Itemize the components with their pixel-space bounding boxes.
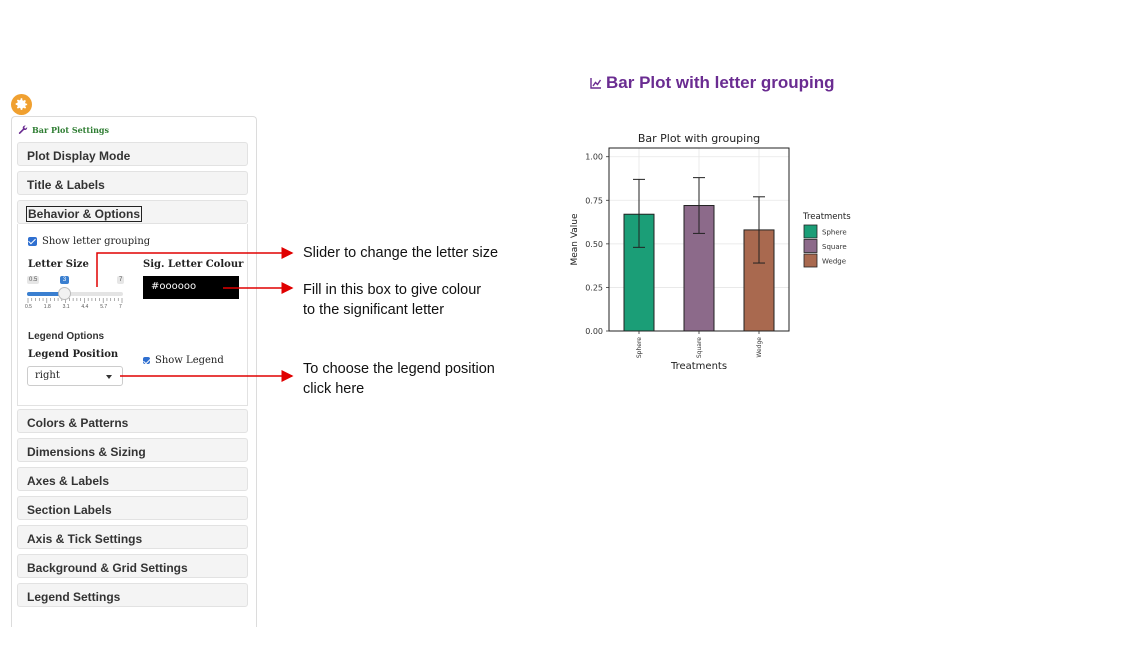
y-tick-label: 1.00 bbox=[585, 153, 603, 162]
legend-entry: Square bbox=[822, 243, 847, 251]
chevron-down-icon bbox=[106, 375, 112, 379]
y-tick-label: 0.00 bbox=[585, 327, 603, 336]
slider-tick-label: 5.7 bbox=[100, 304, 108, 310]
section-background-grid-settings[interactable]: Background & Grid Settings bbox=[17, 554, 248, 578]
sig-letter-colour-input[interactable]: #oooooo bbox=[143, 276, 239, 299]
letter-size-slider[interactable]: 0.5 3 7 0.5 1.8 3.1 4.4 5.7 7 bbox=[25, 276, 127, 316]
legend-entry: Sphere bbox=[822, 229, 847, 237]
checkbox-checked-icon bbox=[143, 357, 150, 364]
slider-value: 3 bbox=[59, 276, 70, 284]
slider-annotation-arrow bbox=[96, 247, 294, 287]
section-section-labels[interactable]: Section Labels bbox=[17, 496, 248, 520]
colour-annotation: Fill in this box to give colour to the s… bbox=[303, 282, 482, 318]
x-axis-label: Treatments bbox=[670, 361, 727, 372]
legend-swatch bbox=[803, 224, 818, 239]
section-behavior-options[interactable]: Behavior & Options bbox=[17, 200, 248, 224]
chart-title: Bar Plot with grouping bbox=[638, 132, 760, 145]
bar-chart: Bar Plot with grouping Sphere Square Wedge 0… bbox=[570, 132, 851, 372]
slider-annotation: Slider to change the letter size bbox=[303, 245, 499, 261]
panel-title: Bar Plot Settings bbox=[32, 125, 110, 135]
plot-frame bbox=[608, 147, 790, 332]
section-axis-tick-settings[interactable]: Axis & Tick Settings bbox=[17, 525, 248, 549]
settings-gear-icon[interactable] bbox=[11, 94, 32, 115]
slider-tick-label: 4.4 bbox=[81, 304, 89, 310]
section-axes-labels[interactable]: Axes & Labels bbox=[17, 467, 248, 491]
slider-tick-label: 0.5 bbox=[25, 304, 32, 310]
show-letter-grouping-checkbox[interactable]: Show letter grouping bbox=[28, 236, 150, 247]
behavior-options-body bbox=[17, 224, 248, 406]
section-legend-settings[interactable]: Legend Settings bbox=[17, 583, 248, 607]
panel-header: Bar Plot Settings bbox=[18, 125, 109, 135]
section-title-labels[interactable]: Title & Labels bbox=[17, 171, 248, 195]
section-colors-patterns[interactable]: Colors & Patterns bbox=[17, 409, 248, 433]
gear-icon bbox=[15, 98, 28, 110]
slider-tick-label: 1.8 bbox=[43, 304, 51, 310]
legend-annotation: To choose the legend position click here bbox=[303, 361, 495, 397]
slider-max: 7 bbox=[117, 276, 125, 284]
wrench-icon bbox=[18, 125, 28, 134]
plot-heading: Bar Plot with letter grouping bbox=[590, 73, 835, 93]
slider-tick-label: 7 bbox=[119, 304, 122, 310]
slider-min: 0.5 bbox=[27, 276, 40, 284]
show-legend-checkbox[interactable]: Show Legend bbox=[143, 355, 224, 366]
slider-fill bbox=[27, 292, 64, 296]
legend-options-heading: Legend Options bbox=[28, 331, 105, 342]
y-axis-label: Mean Value bbox=[570, 213, 580, 266]
section-dimensions-sizing[interactable]: Dimensions & Sizing bbox=[17, 438, 248, 462]
sig-letter-colour-label: Sig. Letter Colour bbox=[143, 259, 244, 270]
legend-swatch bbox=[803, 239, 818, 253]
slider-tick-label: 3.1 bbox=[62, 304, 70, 310]
legend-title: Treatments bbox=[802, 212, 851, 222]
y-tick-label: 0.75 bbox=[585, 196, 603, 205]
slider-handle[interactable] bbox=[57, 287, 71, 300]
slider-track[interactable] bbox=[27, 292, 123, 296]
letter-size-label: Letter Size bbox=[28, 259, 89, 270]
section-plot-display-mode[interactable]: Plot Display Mode bbox=[17, 142, 248, 166]
x-tick-label: Sphere bbox=[636, 337, 643, 358]
legend-entry: Wedge bbox=[822, 258, 846, 266]
chart-icon bbox=[590, 78, 602, 89]
legend-swatch bbox=[803, 253, 818, 268]
y-tick-label: 0.50 bbox=[585, 240, 603, 249]
x-tick-label: Wedge bbox=[756, 337, 763, 358]
y-tick-label: 0.25 bbox=[585, 283, 603, 292]
x-tick-label: Square bbox=[696, 337, 703, 358]
legend-position-label: Legend Position bbox=[28, 349, 119, 360]
checkbox-checked-icon bbox=[28, 237, 37, 246]
